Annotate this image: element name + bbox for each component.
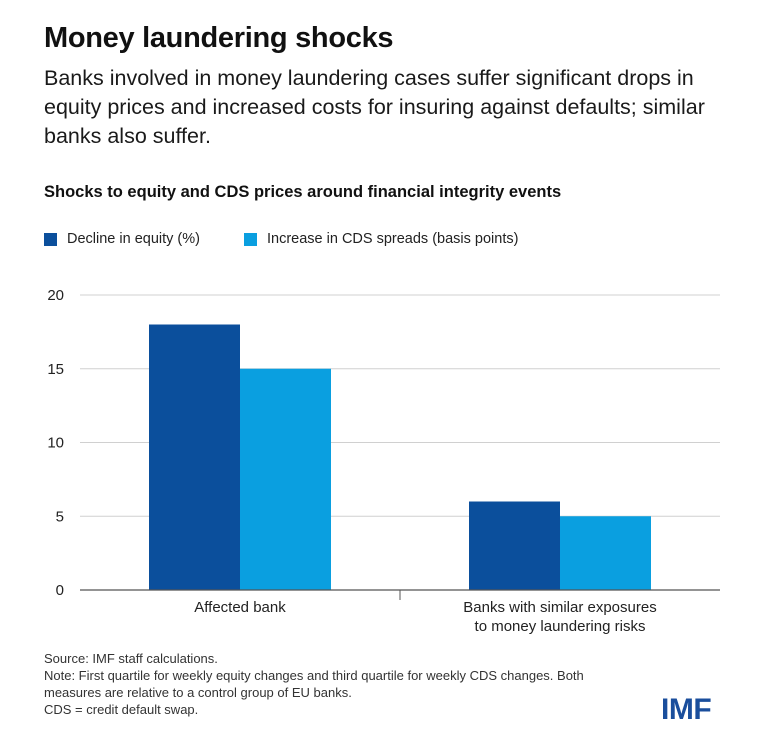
bar xyxy=(560,516,651,590)
chart-notes: Source: IMF staff calculations. Note: Fi… xyxy=(44,650,604,718)
y-tick-label: 5 xyxy=(56,508,64,525)
legend-item-equity: Decline in equity (%) xyxy=(44,231,200,247)
legend-swatch-cds xyxy=(243,232,257,246)
legend-label-cds: Increase in CDS spreads (basis points) xyxy=(266,231,519,247)
y-tick-label: 10 xyxy=(47,435,64,452)
x-tick-label: Affected bank xyxy=(194,599,286,616)
x-tick-label: to money laundering risks xyxy=(475,618,646,635)
legend-label-equity: Decline in equity (%) xyxy=(67,231,200,247)
bar xyxy=(469,501,560,590)
y-tick-label: 15 xyxy=(47,361,64,378)
abbreviation-note: CDS = credit default swap. xyxy=(44,702,199,717)
y-tick-label: 0 xyxy=(56,582,64,599)
bar xyxy=(149,324,240,590)
methodology-note: Note: First quartile for weekly equity c… xyxy=(44,668,584,700)
chart-legend: Decline in equity (%) Increase in CDS sp… xyxy=(44,231,562,247)
chart-title: Shocks to equity and CDS prices around f… xyxy=(44,183,562,201)
legend-swatch-equity xyxy=(44,232,57,246)
source-note: Source: IMF staff calculations. xyxy=(44,651,218,666)
legend-item-cds: Increase in CDS spreads (basis points) xyxy=(243,231,519,247)
y-tick-label: 20 xyxy=(47,287,64,304)
page-subtitle: Banks involved in money laundering cases… xyxy=(44,66,705,148)
x-tick-label: Banks with similar exposures xyxy=(463,599,656,616)
bar xyxy=(240,368,331,590)
imf-logo: IMF xyxy=(661,693,712,726)
bar-chart: 0 5 10 15 20 Affected bank Banks with similar … xyxy=(47,287,720,635)
page-title: Money laundering shocks xyxy=(44,22,394,54)
